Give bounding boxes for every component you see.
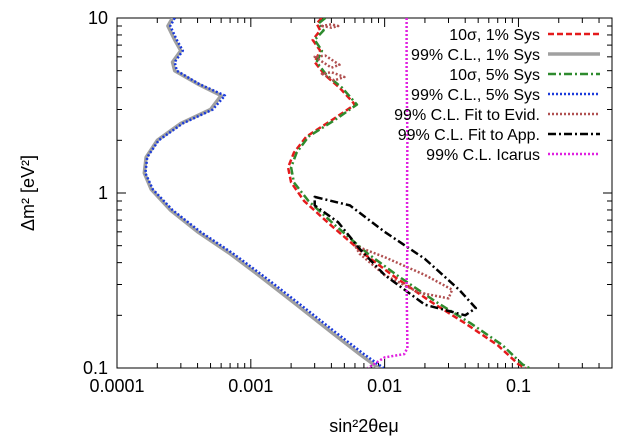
y-tick-label: 1 — [98, 183, 108, 203]
series-99-c-l-fit-to-evid — [353, 244, 454, 300]
series-99-c-l-fit-to-app — [313, 195, 478, 317]
legend-label-10-5-sys: 10σ, 5% Sys — [449, 67, 540, 84]
series-99-c-l-1-sys — [142, 18, 380, 368]
x-tick-label: 0.1 — [506, 376, 531, 396]
y-axis-title: Δm² [eV²] — [18, 155, 38, 231]
legend-label-99-c-l-icarus: 99% C.L. Icarus — [426, 147, 540, 164]
series-10-1-sys — [286, 18, 527, 368]
legend: 10σ, 1% Sys 99% C.L., 1% Sys 10σ, 5% Sys 99… — [394, 27, 600, 164]
series-99-c-l-5-sys — [144, 18, 385, 368]
series-10-5-sys — [289, 18, 530, 368]
x-tick-label: 0.001 — [228, 376, 273, 396]
curves — [142, 18, 530, 368]
legend-label-99-c-l-5-sys: 99% C.L., 5% Sys — [411, 87, 540, 104]
x-tick-label: 0.01 — [367, 376, 402, 396]
y-tick-label: 10 — [88, 8, 108, 28]
series-99-c-l-icarus — [367, 18, 409, 368]
legend-label-99-c-l-fit-to-app: 99% C.L. Fit to App. — [398, 127, 540, 144]
legend-label-10-1-sys: 10σ, 1% Sys — [449, 27, 540, 44]
series-99-c-l-fit-to-evid — [320, 70, 346, 82]
series-99-c-l-fit-to-evid — [320, 23, 340, 29]
legend-label-99-c-l-1-sys: 99% C.L., 1% Sys — [411, 47, 540, 64]
x-axis-title: sin²2θeμ — [329, 416, 398, 436]
axis-ticks — [116, 17, 613, 369]
tick-labels: 0.0001 0.001 0.01 0.1 0.1 1 10 — [83, 8, 531, 396]
legend-label-99-c-l-fit-to-evid: 99% C.L. Fit to Evid. — [394, 107, 540, 124]
y-tick-label: 0.1 — [83, 358, 108, 378]
series-99-c-l-fit-to-evid — [313, 54, 341, 69]
x-tick-label: 0.0001 — [89, 376, 144, 396]
